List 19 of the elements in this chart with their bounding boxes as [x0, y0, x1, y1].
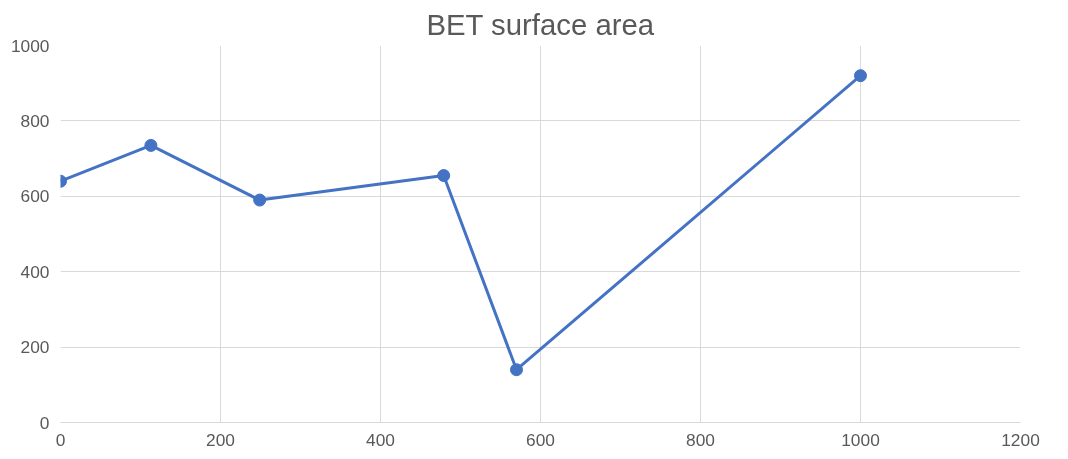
y-tick-label: 200	[20, 337, 50, 358]
y-tick-label: 400	[20, 261, 50, 282]
point	[437, 169, 451, 183]
x-tick-label: 800	[686, 429, 715, 450]
x-tick-label: 1000	[841, 429, 880, 450]
x-tick-label: 0	[55, 429, 66, 450]
chart-title: BET surface area	[426, 7, 655, 41]
point	[854, 69, 867, 83]
x-tick-label: 600	[526, 429, 555, 450]
y-tick-label: 1000	[10, 35, 50, 56]
point	[510, 363, 523, 377]
point	[144, 138, 158, 152]
point	[253, 193, 267, 207]
y-tick-label: 800	[20, 110, 50, 131]
x-tick-label: 200	[206, 429, 235, 450]
y-tick-label: 0	[39, 412, 50, 433]
x-tick-label: 1200	[1001, 429, 1040, 450]
x-tick-label: 400	[366, 429, 395, 450]
y-tick-label: 600	[20, 186, 50, 207]
